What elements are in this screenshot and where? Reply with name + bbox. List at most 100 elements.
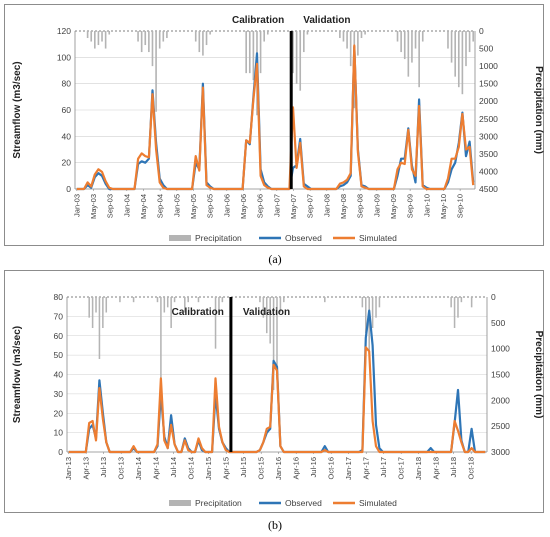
y2-tick-label: 3500 (479, 149, 498, 159)
y-tick-label: 50 (54, 350, 64, 360)
precipitation-bar (368, 297, 370, 354)
precipitation-bar (252, 31, 255, 81)
precipitation-bar (414, 31, 417, 49)
y-axis-title: Streamflow (m3/sec) (12, 326, 23, 423)
x-tick-label: Apr-15 (222, 457, 231, 480)
chart-a: 0 20 40 60 80 100 120 0 500 1000 1500 2000 2500 3000 3… (12, 15, 544, 243)
x-tick-label: May-03 (89, 194, 98, 219)
precipitation-bar (95, 297, 97, 313)
y2-tick-label: 1000 (479, 61, 498, 71)
precipitation-bar (364, 31, 366, 35)
x-tick-label: Jul-16 (309, 457, 318, 477)
precipitation-bar (411, 31, 413, 63)
precipitation-bar (272, 297, 275, 390)
precipitation-bar (269, 297, 271, 344)
x-tick-label: Sep-08 (356, 194, 365, 218)
x-tick-label: Jul-18 (449, 457, 458, 477)
y2-tick-label: 4500 (479, 184, 498, 194)
y2-tick-label: 500 (479, 44, 493, 54)
precipitation-bar (447, 31, 449, 49)
x-tick-label: May-06 (239, 194, 248, 219)
validation-label: Validation (243, 307, 290, 318)
precipitation-bar (156, 297, 159, 303)
precipitation-bar (454, 31, 456, 77)
x-tick-label: Apr-16 (292, 457, 301, 480)
y2-tick-label: 2000 (479, 96, 498, 106)
y2-tick-label: 500 (491, 318, 505, 328)
precipitation-bar (214, 297, 217, 349)
x-tick-label: Jan-14 (134, 457, 143, 480)
precipitation-bar (266, 31, 269, 35)
precipitation-bar (148, 31, 150, 53)
precipitation-bar (158, 31, 161, 49)
precipitation-bar (468, 31, 471, 53)
y-tick-label: 0 (66, 184, 71, 194)
precipitation-bar (472, 31, 475, 42)
precipitation-bar (357, 31, 359, 56)
calibration-label: Calibration (232, 15, 284, 26)
x-tick-label: Jan-09 (372, 194, 381, 217)
y2-tick-label: 3000 (479, 131, 498, 141)
chart-b: 0 10 20 30 40 50 60 70 80 0 500 1000 1500 2000 2500 300… (12, 292, 544, 508)
precipitation-bar (91, 297, 94, 328)
x-tick-label: Sep-05 (206, 194, 215, 218)
precipitation-bar (140, 31, 143, 53)
precipitation-bar (299, 31, 302, 91)
x-tick-label: Jul-14 (169, 457, 178, 477)
x-tick-label: May-09 (389, 194, 398, 219)
precipitation-bar (292, 31, 294, 74)
precipitation-bar (98, 297, 101, 359)
precipitation-bar (407, 31, 410, 77)
precipitation-bar (197, 297, 200, 303)
precipitation-bar (403, 31, 406, 60)
x-tick-label: May-07 (289, 194, 298, 219)
precipitation-bar (262, 297, 265, 318)
x-tick-label: Sep-06 (256, 194, 265, 218)
precipitation-bar (97, 31, 100, 46)
chart-panel-b: 0 10 20 30 40 50 60 70 80 0 500 1000 1500 2000 2500 300… (4, 270, 544, 513)
precipitation-bar (90, 31, 93, 42)
precipitation-bar (346, 31, 348, 49)
precipitation-bar (137, 31, 139, 42)
precipitation-bar (166, 297, 169, 308)
y2-tick-label: 3000 (491, 447, 510, 457)
precipitation-bar (162, 31, 165, 42)
precipitation-bar (283, 297, 285, 303)
y2-tick-label: 1500 (491, 370, 510, 380)
precipitation-bar (184, 297, 186, 313)
x-tick-label: Jul-13 (99, 457, 108, 477)
x-tick-label: Jan-18 (414, 457, 423, 480)
precipitation-bar (155, 31, 157, 112)
y-tick-label: 70 (54, 311, 64, 321)
precipitation-bar (86, 31, 89, 39)
x-tick-label: Sep-04 (156, 194, 165, 218)
precipitation-bar (198, 31, 201, 53)
precipitation-bar (457, 31, 460, 88)
precipitation-bar (104, 31, 107, 49)
x-tick-label: Jan-10 (422, 194, 431, 217)
precipitation-bar (339, 31, 341, 39)
precipitation-bar (306, 31, 309, 35)
y2-tick-label: 2500 (479, 114, 498, 124)
y-tick-label: 80 (54, 292, 64, 302)
x-tick-label: May-04 (139, 194, 148, 219)
x-tick-label: Jan-13 (64, 457, 73, 480)
precipitation-bar (245, 31, 247, 74)
precipitation-bar (460, 297, 463, 303)
y-tick-label: 10 (54, 428, 64, 438)
precipitation-bar (465, 31, 467, 67)
precipitation-bar (132, 297, 135, 303)
precipitation-bar (470, 297, 473, 308)
precipitation-bar (375, 297, 377, 318)
precipitation-bar (221, 297, 224, 303)
x-tick-label: Sep-10 (456, 194, 465, 218)
x-tick-label: Jul-15 (239, 457, 248, 477)
y2-axis-title: Precipitation (mm) (533, 331, 544, 419)
x-tick-label: Jan-07 (272, 194, 281, 217)
precipitation-bar (248, 31, 251, 74)
precipitation-bar (461, 31, 464, 95)
precipitation-bar (108, 31, 111, 35)
y-tick-label: 20 (62, 158, 72, 168)
y-tick-label: 30 (54, 389, 64, 399)
precipitation-bar (450, 297, 452, 308)
